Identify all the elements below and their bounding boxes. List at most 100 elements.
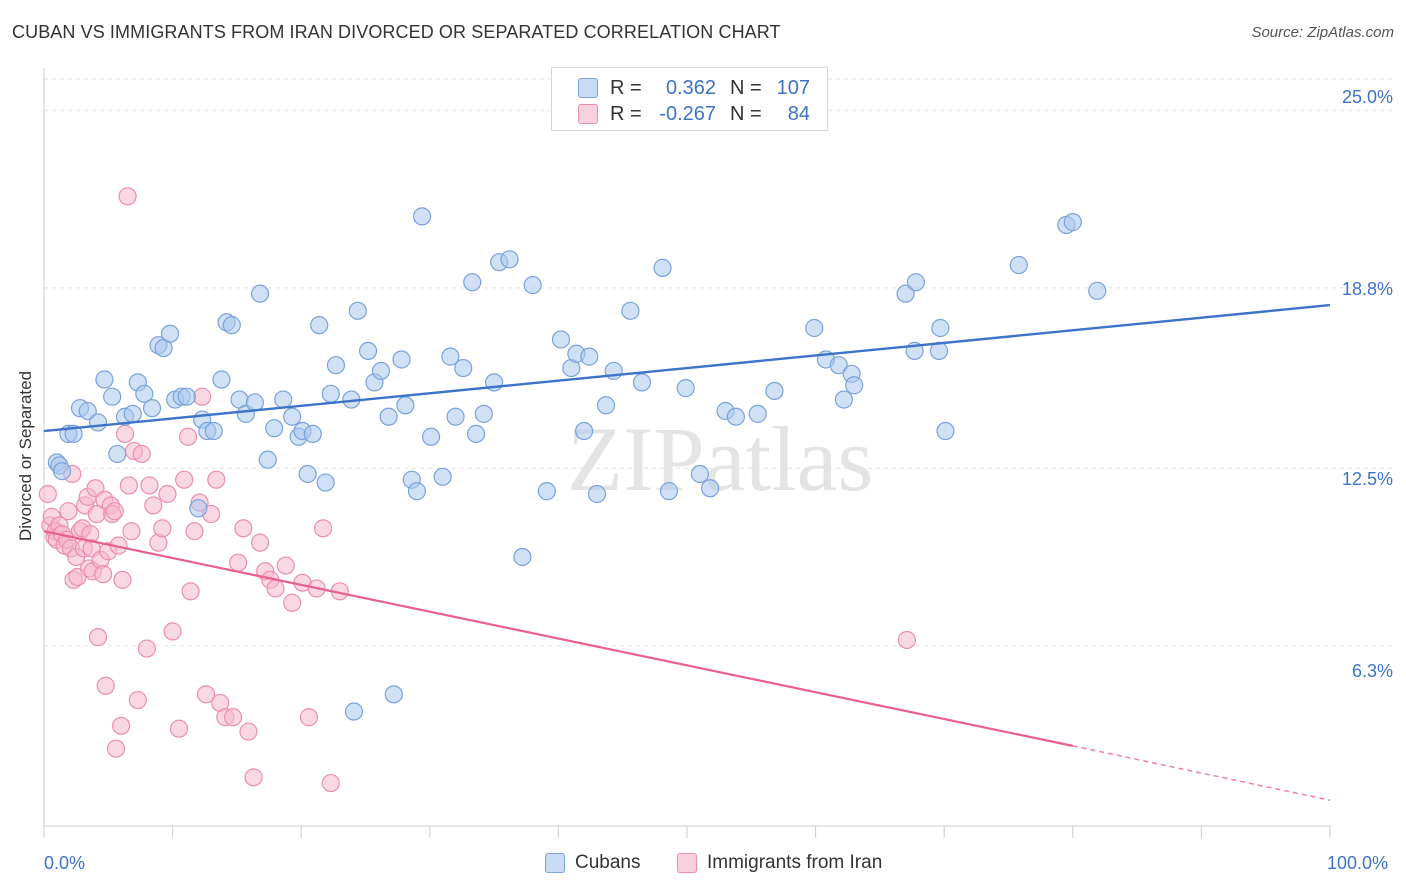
cuban-point — [659, 482, 679, 501]
cuban-point — [621, 301, 640, 320]
iran-point — [88, 628, 108, 647]
cuban-point — [177, 387, 196, 406]
cuban-point — [632, 373, 652, 392]
iran-point — [113, 570, 132, 589]
cuban-point — [344, 702, 364, 721]
cuban-point — [142, 399, 162, 418]
cuban-point — [896, 284, 915, 303]
cuban-point — [500, 250, 519, 269]
iran-point — [122, 522, 141, 541]
iran-point — [169, 719, 189, 738]
cuban-point — [551, 330, 571, 349]
cuban-points — [47, 207, 1107, 721]
cuban-point — [212, 370, 231, 389]
legend-item-cubans[interactable]: Cubans — [545, 852, 641, 874]
axes — [43, 68, 1331, 838]
iran-point — [137, 639, 156, 658]
cuban-point — [765, 381, 784, 401]
cuban-point — [371, 361, 391, 381]
cuban-point — [310, 316, 329, 335]
cuban-point — [384, 685, 403, 704]
iran-swatch — [677, 853, 697, 873]
iran-point — [96, 676, 115, 695]
stats-row-cubans: R = 0.362 N = 107 — [578, 76, 810, 100]
cuban-point — [189, 499, 208, 518]
cuban-point — [303, 424, 322, 443]
iran-point — [234, 519, 253, 538]
cuban-point — [316, 473, 335, 492]
cuban-point — [575, 421, 594, 441]
r-value: -0.267 — [659, 102, 716, 125]
iran-point — [106, 739, 126, 758]
cuban-point — [513, 547, 532, 567]
iran-points — [38, 187, 917, 793]
cuban-point — [204, 421, 223, 441]
iran-point — [250, 533, 270, 552]
cuban-point — [906, 273, 926, 292]
cuban-point — [676, 379, 695, 398]
cuban-point — [95, 370, 114, 389]
cuban-point — [298, 464, 317, 484]
iran-point — [144, 496, 163, 515]
stats-row-iran: R = -0.267 N = 84 — [578, 102, 810, 126]
cuban-point — [258, 450, 277, 469]
r-label: R = — [610, 76, 642, 99]
iran-point — [128, 690, 147, 710]
iran-point — [153, 519, 172, 538]
legend-label: Cubans — [575, 852, 641, 873]
iran-point — [223, 708, 243, 727]
cuban-point — [1088, 281, 1107, 300]
source-label: Source: ZipAtlas.com — [1251, 24, 1394, 41]
iran-point — [193, 387, 212, 406]
cubans-swatch — [545, 853, 565, 873]
cuban-point — [726, 407, 745, 426]
iran-point — [119, 476, 138, 495]
iran-point — [94, 565, 113, 584]
cubans-swatch — [578, 78, 598, 98]
cuban-point — [52, 462, 72, 481]
iran-swatch — [578, 104, 598, 124]
iran-point — [112, 716, 131, 735]
cuban-point — [321, 384, 340, 403]
iran-point — [196, 685, 216, 704]
cuban-point — [1063, 213, 1082, 232]
y-tick-label: 12.5% — [1341, 469, 1393, 489]
cuban-point — [596, 396, 616, 415]
cuban-point — [135, 384, 154, 403]
legend-label: Immigrants from Iran — [707, 852, 883, 873]
cuban-point — [392, 350, 411, 369]
cuban-point — [412, 207, 432, 226]
cuban-point — [466, 424, 486, 443]
iran-point — [181, 582, 200, 601]
iran-point — [158, 484, 177, 504]
cuban-point — [931, 318, 950, 338]
cuban-point — [88, 413, 108, 432]
cuban-point — [805, 318, 824, 338]
trend-lines — [43, 303, 1331, 801]
iran-point — [118, 187, 137, 206]
cuban-point — [265, 419, 284, 438]
cuban-point — [250, 284, 270, 303]
cuban-point — [245, 393, 265, 412]
cuban-point — [108, 444, 127, 464]
cuban-point — [123, 404, 142, 423]
cuban-point — [78, 401, 97, 421]
n-label: N = — [730, 76, 762, 99]
iran-point — [185, 522, 204, 541]
cuban-point — [283, 407, 302, 426]
stats-legend: R = 0.362 N = 107 R = -0.267 N = 84 — [551, 67, 828, 131]
iran-point — [207, 470, 226, 489]
cuban-point — [358, 341, 378, 360]
cuban-point — [845, 376, 864, 395]
iran-trend-line — [43, 530, 1074, 747]
cuban-point — [701, 479, 720, 498]
n-value: 107 — [776, 76, 810, 99]
iran-point — [239, 722, 258, 741]
legend-item-iran[interactable]: Immigrants from Iran — [677, 852, 882, 874]
cuban-point — [834, 390, 853, 409]
cuban-point — [433, 467, 452, 486]
chart-title: CUBAN VS IMMIGRANTS FROM IRAN DIVORCED O… — [12, 22, 781, 42]
iran-point — [299, 708, 319, 727]
cuban-point — [580, 347, 599, 366]
